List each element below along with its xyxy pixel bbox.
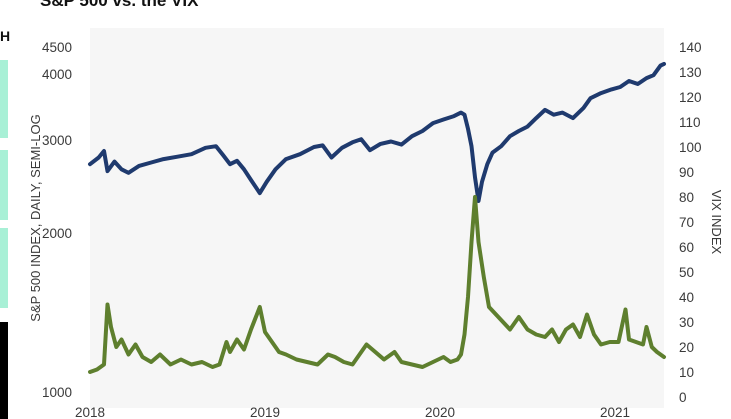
left-tick-label: 4500 (42, 40, 72, 55)
right-tick-label: 130 (679, 65, 702, 80)
right-tick-label: 10 (679, 365, 694, 380)
x-tick-label: 2019 (250, 405, 280, 419)
right-tick-label: 100 (679, 140, 702, 155)
left-tick-label: 4000 (42, 67, 72, 82)
left-tick-label: 1000 (42, 385, 72, 400)
left-axis-ticks: 1000 2000 3000 4000 4500 (42, 40, 72, 400)
x-tick-label: 2018 (75, 405, 105, 419)
sp500-series-line (88, 61, 666, 203)
right-tick-label: 80 (679, 190, 694, 205)
side-panel-mint (0, 60, 8, 138)
right-tick-label: 40 (679, 290, 694, 305)
side-panel-mint (0, 228, 8, 308)
left-tick-label: 3000 (42, 133, 72, 148)
left-tick-label: 2000 (42, 226, 72, 241)
right-tick-label: 0 (679, 390, 687, 405)
right-tick-label: 60 (679, 240, 694, 255)
chart-title: S&P 500 vs. the VIX (40, 0, 199, 10)
series-layer (88, 61, 666, 374)
x-axis-ticks: 2018 2019 2020 2021 (75, 405, 630, 419)
vix-series-line (88, 195, 666, 374)
side-letter: H (0, 28, 11, 44)
right-tick-label: 50 (679, 265, 694, 280)
right-axis-title: VIX INDEX (709, 190, 724, 255)
side-panel-mint (0, 150, 8, 220)
right-tick-label: 110 (679, 115, 701, 130)
right-tick-label: 90 (679, 165, 694, 180)
right-tick-label: 30 (679, 315, 694, 330)
plot-background (90, 28, 664, 408)
left-axis-title: S&P 500 INDEX, DAILY, SEMI-LOG (28, 114, 43, 321)
right-tick-label: 120 (679, 90, 702, 105)
x-tick-label: 2021 (600, 405, 630, 419)
side-panel-dark (0, 322, 8, 419)
right-tick-label: 20 (679, 340, 694, 355)
right-tick-label: 70 (679, 215, 694, 230)
x-tick-label: 2020 (425, 405, 455, 419)
right-tick-label: 140 (679, 40, 702, 55)
right-axis-ticks: 0 10 20 30 40 50 60 70 80 90 100 110 120 130 140 (679, 40, 702, 405)
